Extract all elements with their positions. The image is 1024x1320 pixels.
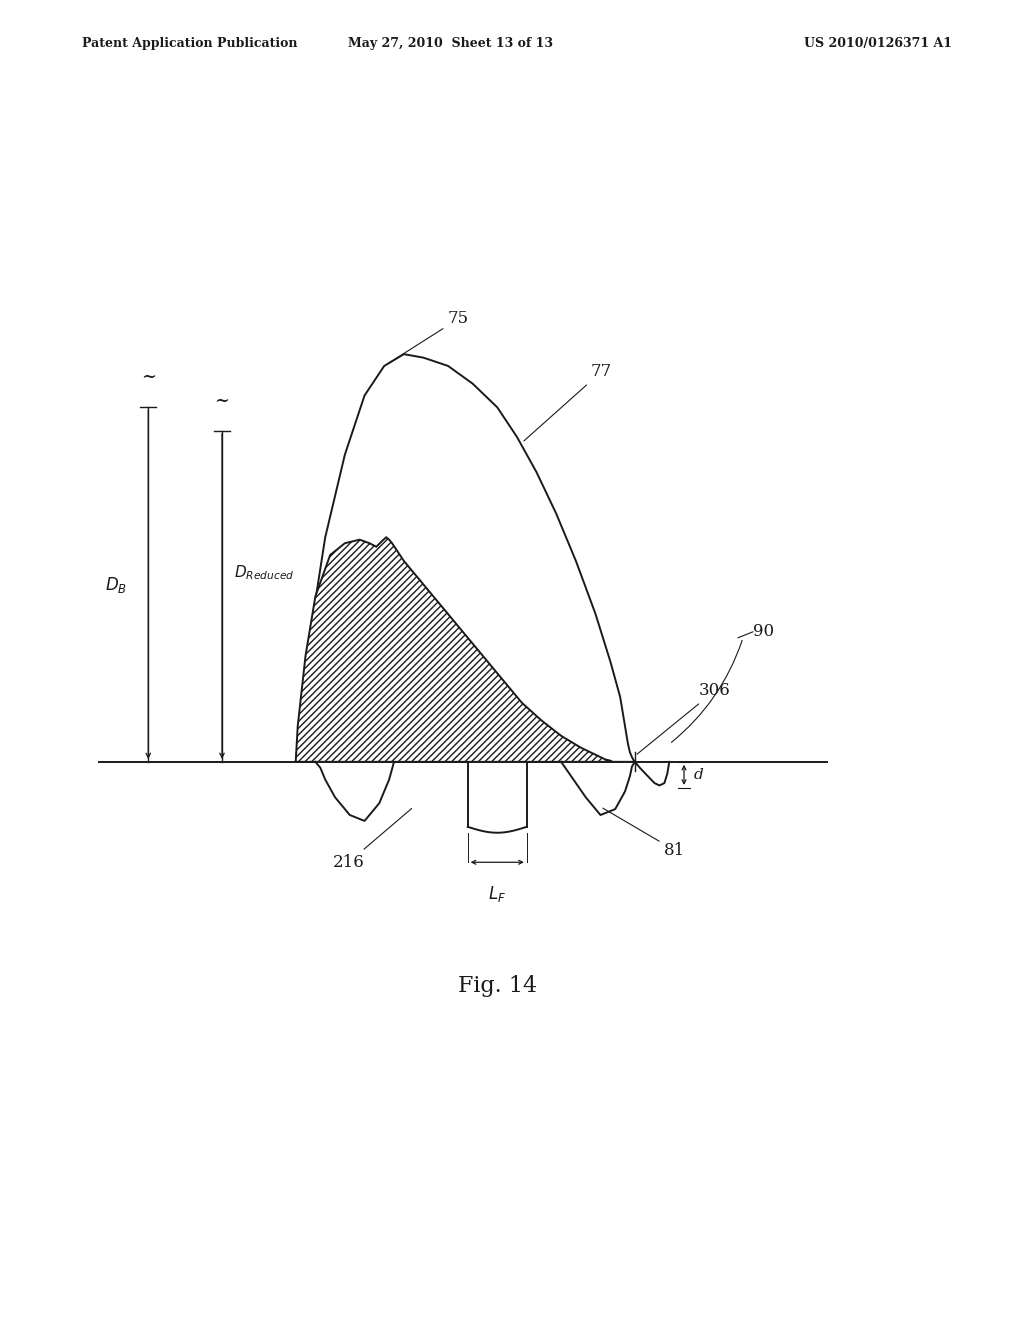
Text: 90: 90 [753,623,774,640]
Text: 216: 216 [333,809,412,871]
Text: $L_F$: $L_F$ [488,883,506,904]
Text: $D_{Reduced}$: $D_{Reduced}$ [233,564,294,582]
Polygon shape [561,762,635,814]
Text: Patent Application Publication: Patent Application Publication [82,37,297,50]
Polygon shape [468,762,526,833]
Polygon shape [315,762,394,821]
Text: $D_B$: $D_B$ [104,574,127,594]
Text: ~: ~ [214,392,229,409]
Text: 75: 75 [386,310,469,364]
Text: Fig. 14: Fig. 14 [458,975,537,998]
Polygon shape [296,537,612,762]
Text: 77: 77 [524,363,612,441]
Text: 81: 81 [603,808,686,859]
Text: 306: 306 [637,682,730,754]
Text: ~: ~ [140,368,156,385]
Text: May 27, 2010  Sheet 13 of 13: May 27, 2010 Sheet 13 of 13 [348,37,553,50]
Polygon shape [296,354,635,762]
Text: US 2010/0126371 A1: US 2010/0126371 A1 [804,37,952,50]
Text: d: d [694,768,703,781]
